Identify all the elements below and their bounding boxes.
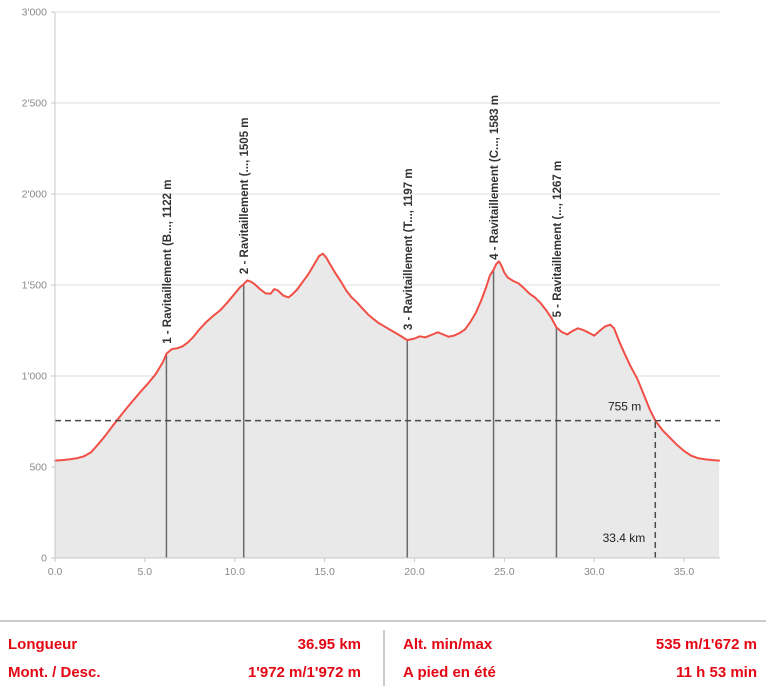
svg-text:0: 0 <box>41 553 47 565</box>
stats-panel: Longueur 36.95 km Mont. / Desc. 1'972 m/… <box>0 620 766 692</box>
svg-text:2'500: 2'500 <box>22 98 48 110</box>
stat-value-longueur: 36.95 km <box>297 635 361 653</box>
stat-value-alt-min-max: 535 m/1'672 m <box>655 635 757 653</box>
stat-label-mont-desc: Mont. / Desc. <box>8 663 101 681</box>
svg-text:3'000: 3'000 <box>22 7 48 19</box>
svg-text:4 - Ravitaillement (C..., 1583: 4 - Ravitaillement (C..., 1583 m <box>489 95 501 260</box>
svg-text:0.0: 0.0 <box>48 566 63 578</box>
svg-text:1'000: 1'000 <box>22 371 48 383</box>
stat-row-longueur: Longueur 36.95 km <box>0 630 383 658</box>
svg-text:3 - Ravitaillement (T..., 1197: 3 - Ravitaillement (T..., 1197 m <box>403 168 415 330</box>
svg-text:25.0: 25.0 <box>494 566 515 578</box>
svg-text:500: 500 <box>29 462 47 474</box>
svg-text:2'000: 2'000 <box>22 189 48 201</box>
svg-text:1'500: 1'500 <box>22 280 48 292</box>
elevation-chart[interactable]: 755 m 33.4 km 0.0 5.0 10.0 15.0 20.0 25.0 30.0 35… <box>0 0 766 596</box>
stat-row-mont-desc: Mont. / Desc. 1'972 m/1'972 m <box>0 658 383 686</box>
svg-text:1 - Ravitaillement (B..., 1122: 1 - Ravitaillement (B..., 1122 m <box>162 180 174 344</box>
stat-value-mont-desc: 1'972 m/1'972 m <box>247 663 361 681</box>
svg-text:30.0: 30.0 <box>584 566 605 578</box>
checkpoint-markers <box>165 269 558 558</box>
svg-text:15.0: 15.0 <box>314 566 335 578</box>
svg-text:5 - Ravitaillement (..., 1267: 5 - Ravitaillement (..., 1267 m <box>552 161 564 318</box>
elevation-area <box>55 253 720 558</box>
y-axis-labels: 0 500 1'000 1'500 2'000 2'500 3'000 <box>22 7 55 565</box>
stat-label-a-pied: A pied en été <box>403 663 496 681</box>
svg-text:10.0: 10.0 <box>225 566 246 578</box>
stat-value-a-pied: 11 h 53 min <box>676 663 757 681</box>
stats-right-column: Alt. min/max 535 m/1'672 m A pied en été… <box>383 630 766 686</box>
stat-label-longueur: Longueur <box>8 635 78 653</box>
stats-left-column: Longueur 36.95 km Mont. / Desc. 1'972 m/… <box>0 630 383 686</box>
stat-row-a-pied: A pied en été 11 h 53 min <box>385 658 766 686</box>
stat-label-alt-min-max: Alt. min/max <box>403 635 493 653</box>
crosshair-elevation-label: 755 m <box>608 400 641 414</box>
svg-text:2 - Ravitaillement (..., 1505: 2 - Ravitaillement (..., 1505 m <box>239 117 251 274</box>
elevation-line <box>54 252 721 462</box>
svg-text:20.0: 20.0 <box>404 566 425 578</box>
x-axis-labels: 0.0 5.0 10.0 15.0 20.0 25.0 30.0 35.0 <box>48 558 695 578</box>
stat-row-alt-min-max: Alt. min/max 535 m/1'672 m <box>385 630 766 658</box>
svg-text:35.0: 35.0 <box>674 566 695 578</box>
checkpoint-labels: 1 - Ravitaillement (B..., 1122 m 2 - Ravi… <box>162 95 564 344</box>
svg-text:5.0: 5.0 <box>138 566 153 578</box>
crosshair-distance-label: 33.4 km <box>603 531 646 545</box>
